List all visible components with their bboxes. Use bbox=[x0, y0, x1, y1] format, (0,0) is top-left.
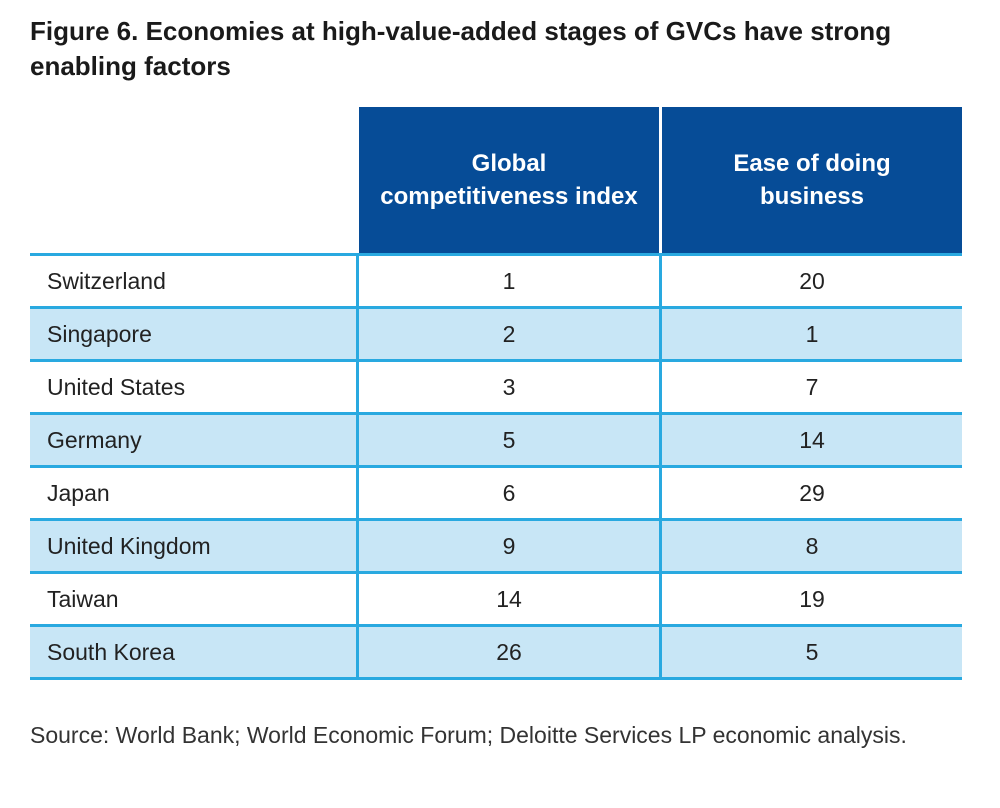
table-row: Singapore 2 1 bbox=[30, 306, 962, 359]
gci-cell: 2 bbox=[502, 320, 516, 347]
edb-cell: 20 bbox=[799, 267, 825, 294]
gci-cell: 26 bbox=[496, 638, 522, 665]
header-edb: Ease of doing business bbox=[662, 107, 962, 253]
header-blank-cell bbox=[30, 107, 356, 253]
edb-cell: 29 bbox=[799, 479, 825, 506]
edb-cell: 19 bbox=[799, 585, 825, 612]
header-gci: Global competitiveness index bbox=[359, 107, 659, 253]
edb-cell: 14 bbox=[799, 426, 825, 453]
gci-cell: 9 bbox=[502, 532, 516, 559]
edb-cell: 1 bbox=[805, 320, 819, 347]
country-cell: Singapore bbox=[47, 320, 152, 347]
gci-cell: 14 bbox=[496, 585, 522, 612]
table-row: South Korea 26 5 bbox=[30, 624, 962, 677]
country-cell: Japan bbox=[47, 479, 110, 506]
figure-title: Figure 6. Economies at high-value-added … bbox=[30, 16, 892, 81]
source-note: Source: World Bank; World Economic Forum… bbox=[30, 722, 907, 748]
gci-cell: 1 bbox=[502, 267, 516, 294]
table-row: United Kingdom 9 8 bbox=[30, 518, 962, 571]
gci-cell: 3 bbox=[502, 373, 516, 400]
table-row: Taiwan 14 19 bbox=[30, 571, 962, 624]
gci-cell: 6 bbox=[502, 479, 516, 506]
table-row: Germany 5 14 bbox=[30, 412, 962, 465]
edb-cell: 5 bbox=[805, 638, 819, 665]
table-bottom-rule bbox=[30, 677, 962, 680]
table-row: United States 3 7 bbox=[30, 359, 962, 412]
country-cell: United States bbox=[47, 373, 186, 400]
country-cell: Germany bbox=[47, 426, 142, 453]
edb-cell: 7 bbox=[805, 373, 819, 400]
edb-cell: 8 bbox=[805, 532, 819, 559]
gci-cell: 5 bbox=[502, 426, 516, 453]
table-row: Japan 6 29 bbox=[30, 465, 962, 518]
country-cell: United Kingdom bbox=[47, 532, 211, 559]
country-cell: Switzerland bbox=[47, 267, 166, 294]
table-header-row: Global competitiveness index Ease of doi… bbox=[30, 107, 962, 253]
country-cell: Taiwan bbox=[47, 585, 119, 612]
table-body: Switzerland 1 20 Singapore 2 1 United States 3 7… bbox=[30, 253, 962, 677]
table-row: Switzerland 1 20 bbox=[30, 253, 962, 306]
data-table: Global competitiveness index Ease of doi… bbox=[30, 107, 962, 680]
country-cell: South Korea bbox=[47, 638, 175, 665]
